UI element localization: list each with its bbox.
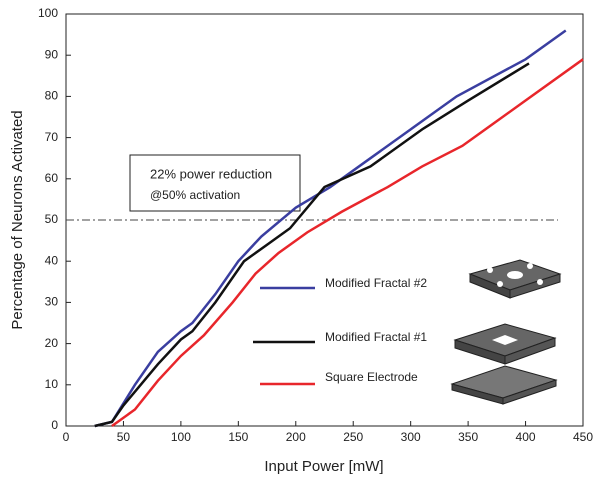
y-tick-label: 90 (45, 47, 59, 61)
series-line (95, 30, 566, 426)
y-tick-label: 20 (45, 336, 59, 350)
y-tick-label: 10 (45, 377, 59, 391)
y-tick-label: 0 (51, 418, 58, 432)
annotation-line: @50% activation (150, 188, 240, 202)
square-icon (452, 366, 556, 404)
y-tick-label: 50 (45, 212, 59, 226)
y-tick-label: 100 (38, 6, 58, 20)
x-tick-label: 350 (458, 430, 478, 444)
legend-label: Modified Fractal #2 (325, 276, 427, 290)
x-tick-label: 150 (228, 430, 248, 444)
x-tick-label: 50 (117, 430, 131, 444)
series-line (95, 63, 529, 426)
x-tick-label: 200 (286, 430, 306, 444)
x-tick-label: 250 (343, 430, 363, 444)
legend-label: Square Electrode (325, 370, 418, 384)
y-tick-label: 40 (45, 253, 59, 267)
y-tick-label: 80 (45, 89, 59, 103)
x-tick-label: 0 (63, 430, 70, 444)
x-tick-label: 400 (516, 430, 536, 444)
y-tick-label: 70 (45, 130, 59, 144)
annotation-box (130, 155, 300, 211)
x-tick-label: 100 (171, 430, 191, 444)
y-tick-label: 60 (45, 171, 59, 185)
y-tick-label: 30 (45, 295, 59, 309)
legend-label: Modified Fractal #1 (325, 330, 427, 344)
x-axis-title: Input Power [mW] (264, 458, 383, 475)
annotation-line: 22% power reduction (150, 166, 272, 181)
x-tick-label: 300 (401, 430, 421, 444)
chart: Input Power [mW] Percentage of Neurons A… (0, 0, 597, 483)
y-axis-title: Percentage of Neurons Activated (9, 110, 26, 329)
x-tick-label: 450 (573, 430, 593, 444)
fractal2-icon (470, 260, 560, 298)
fractal1-icon (455, 324, 555, 364)
